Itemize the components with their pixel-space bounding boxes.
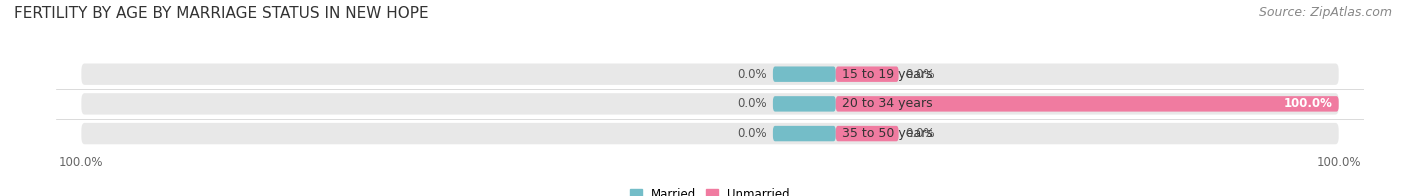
FancyBboxPatch shape bbox=[773, 126, 835, 141]
FancyBboxPatch shape bbox=[835, 66, 898, 82]
Text: 0.0%: 0.0% bbox=[737, 97, 766, 110]
FancyBboxPatch shape bbox=[773, 66, 835, 82]
FancyBboxPatch shape bbox=[82, 64, 1339, 85]
Text: 0.0%: 0.0% bbox=[737, 68, 766, 81]
Text: 20 to 34 years: 20 to 34 years bbox=[842, 97, 932, 110]
Text: 0.0%: 0.0% bbox=[905, 68, 935, 81]
FancyBboxPatch shape bbox=[835, 126, 898, 141]
Legend: Married, Unmarried: Married, Unmarried bbox=[630, 188, 790, 196]
Text: 15 to 19 years: 15 to 19 years bbox=[842, 68, 932, 81]
FancyBboxPatch shape bbox=[773, 96, 835, 112]
Text: FERTILITY BY AGE BY MARRIAGE STATUS IN NEW HOPE: FERTILITY BY AGE BY MARRIAGE STATUS IN N… bbox=[14, 6, 429, 21]
FancyBboxPatch shape bbox=[82, 93, 1339, 115]
Text: Source: ZipAtlas.com: Source: ZipAtlas.com bbox=[1258, 6, 1392, 19]
Text: 0.0%: 0.0% bbox=[737, 127, 766, 140]
Text: 0.0%: 0.0% bbox=[905, 127, 935, 140]
Text: 35 to 50 years: 35 to 50 years bbox=[842, 127, 934, 140]
FancyBboxPatch shape bbox=[82, 123, 1339, 144]
Text: 100.0%: 100.0% bbox=[1284, 97, 1333, 110]
FancyBboxPatch shape bbox=[835, 96, 1339, 112]
